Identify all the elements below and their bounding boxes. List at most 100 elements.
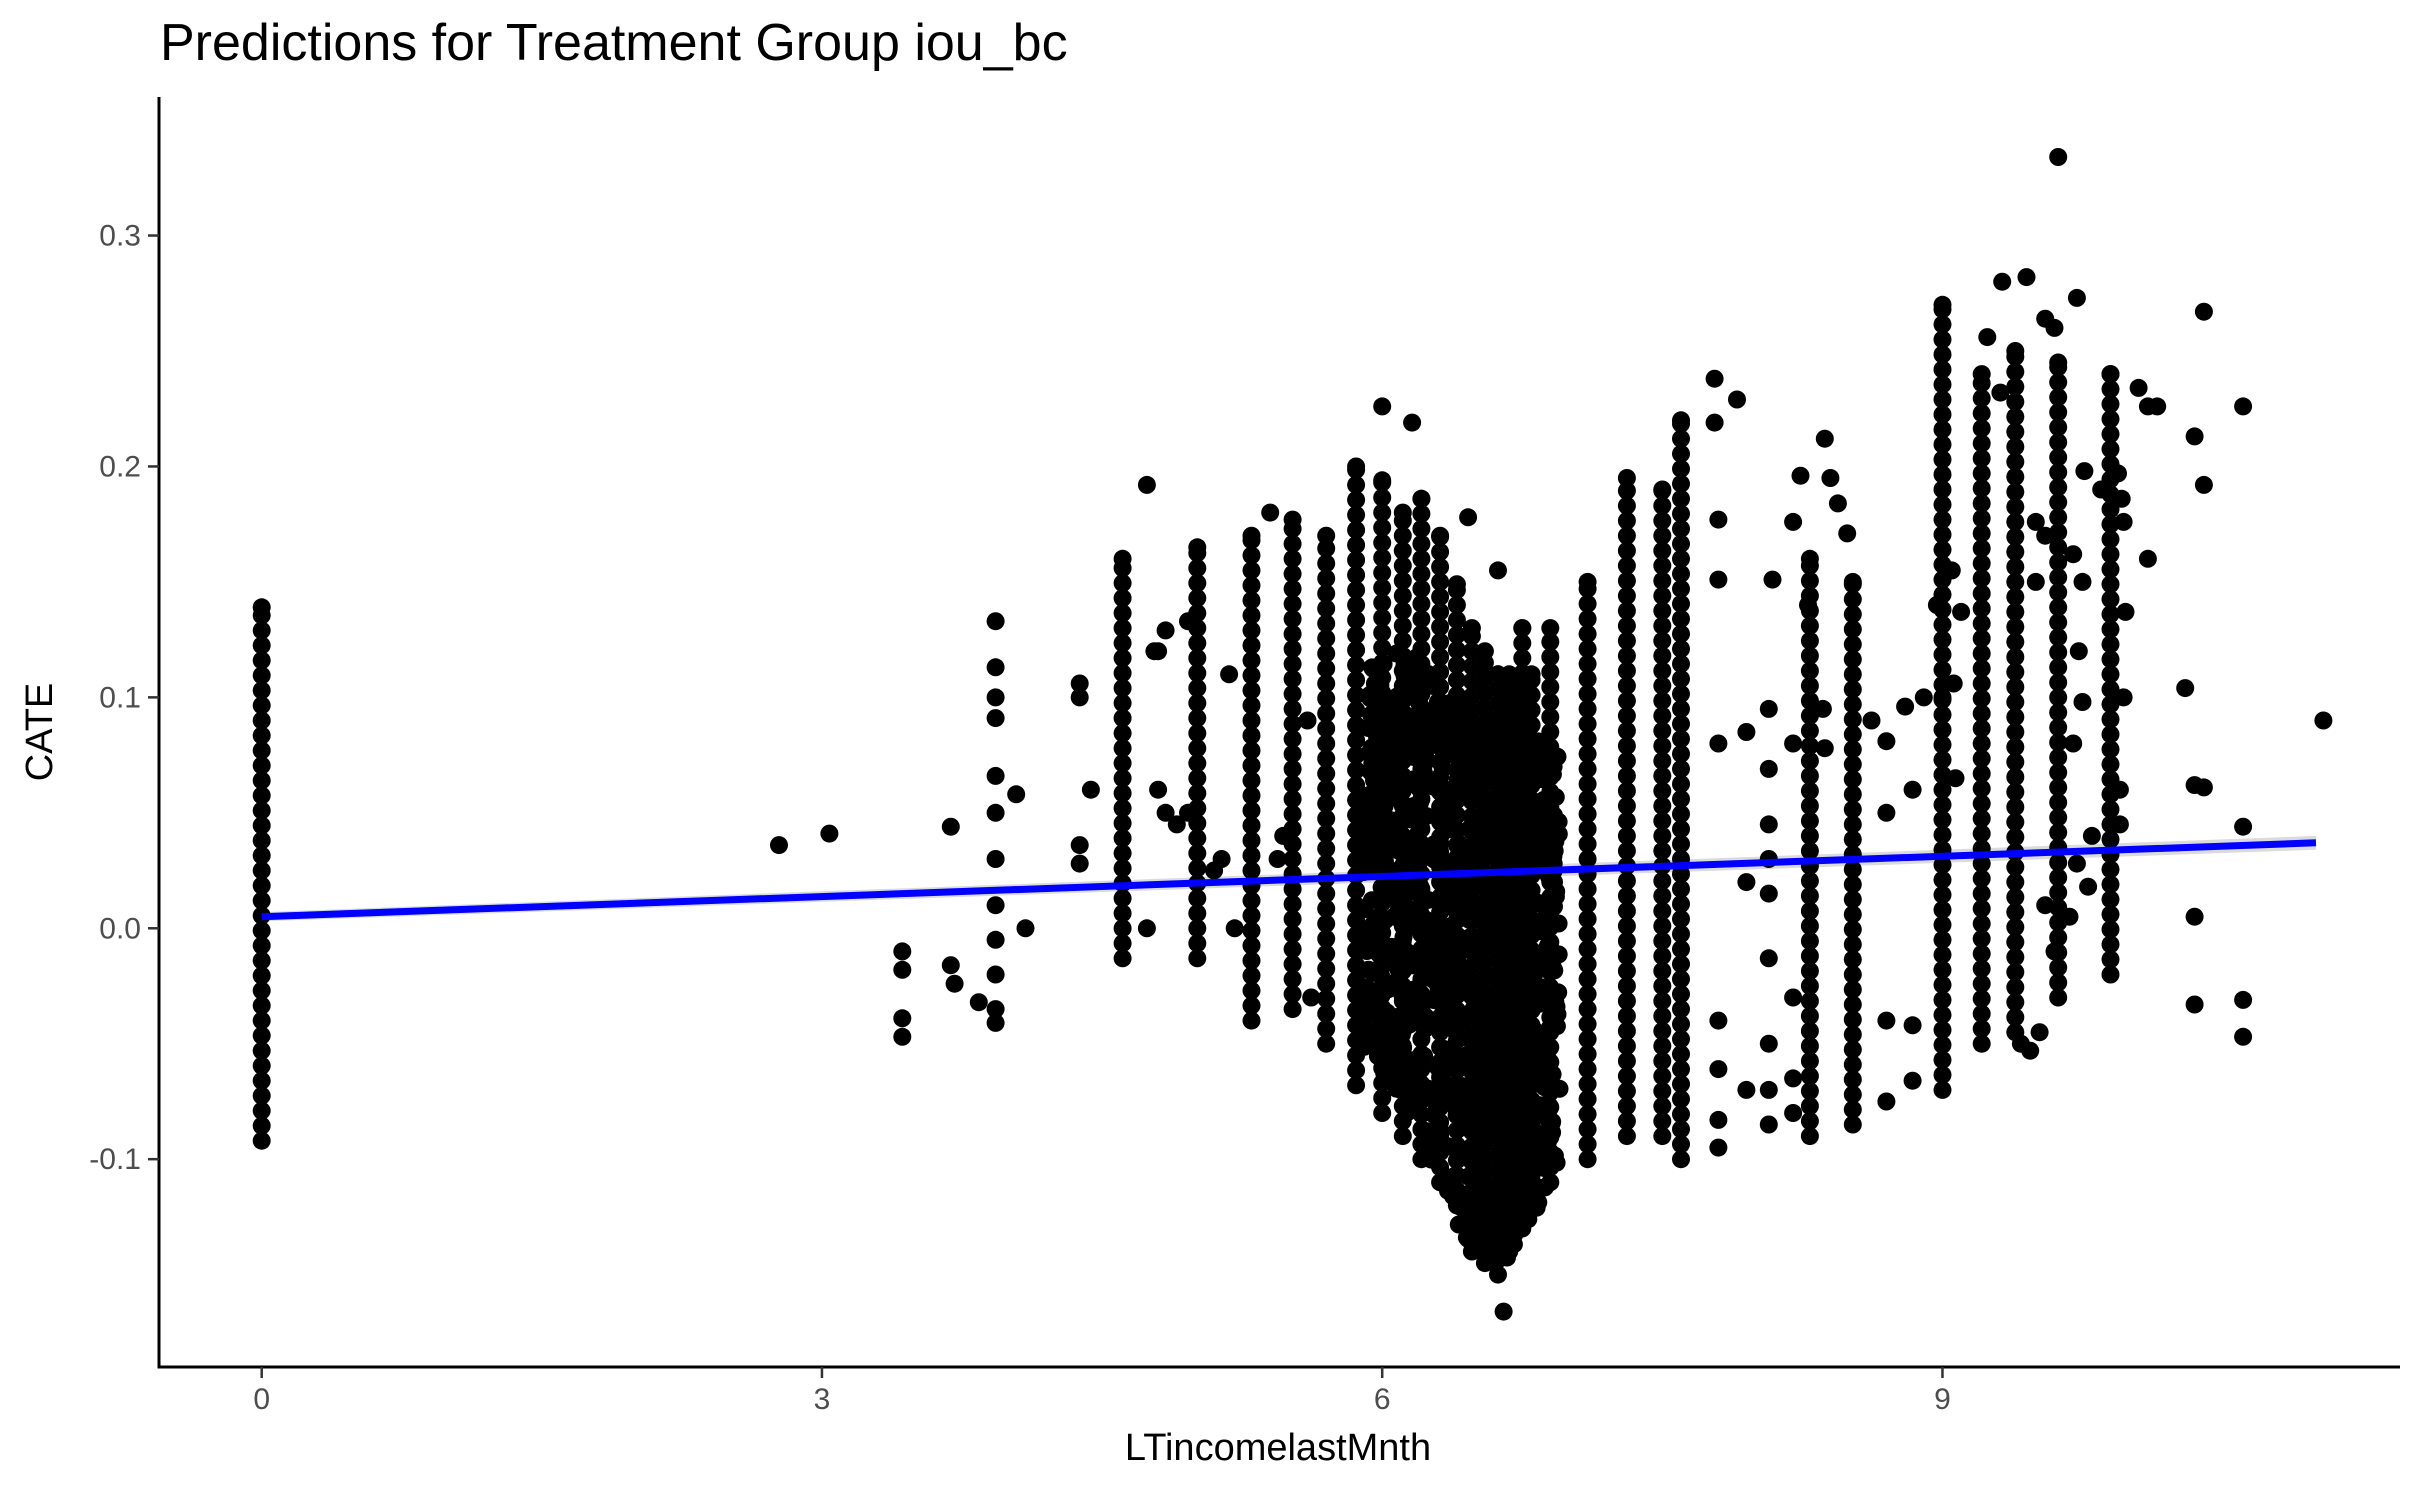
data-point — [1317, 719, 1336, 738]
data-point — [1302, 988, 1321, 1007]
data-point — [1578, 790, 1597, 808]
data-point — [1800, 571, 1819, 590]
data-point — [2006, 963, 2025, 982]
data-point — [969, 993, 988, 1012]
data-point — [1393, 986, 1412, 1005]
data-point — [1933, 1005, 1952, 1024]
data-point — [252, 1041, 271, 1060]
data-point — [1317, 614, 1336, 633]
data-point — [1448, 770, 1467, 789]
data-point — [252, 786, 271, 805]
data-point — [1843, 1100, 1862, 1119]
data-point — [1433, 885, 1452, 904]
data-point — [1399, 1102, 1417, 1121]
data-point — [1188, 889, 1207, 908]
data-point — [1933, 540, 1952, 559]
data-point — [1317, 584, 1336, 603]
data-point — [1481, 809, 1500, 828]
data-point — [1482, 890, 1501, 909]
data-point — [1617, 992, 1636, 1010]
data-point — [1617, 1112, 1636, 1131]
data-point — [1972, 794, 1991, 813]
data-point — [1113, 604, 1132, 623]
data-point — [1800, 841, 1819, 860]
data-point — [252, 816, 271, 835]
data-point — [1800, 691, 1819, 710]
data-point — [1522, 665, 1541, 684]
data-point — [1972, 989, 1991, 1008]
data-point — [1578, 835, 1597, 853]
data-point — [1516, 1189, 1535, 1208]
data-point — [1268, 850, 1287, 868]
data-point — [1347, 536, 1366, 554]
data-point — [1242, 756, 1261, 775]
data-point — [1384, 735, 1402, 754]
data-point — [1537, 756, 1555, 775]
data-point — [1672, 805, 1690, 823]
data-point — [1347, 1076, 1366, 1095]
data-point — [1188, 739, 1207, 758]
data-point — [1933, 660, 1952, 679]
data-point — [1188, 859, 1207, 878]
data-point — [1549, 914, 1568, 933]
data-point — [1933, 360, 1952, 379]
data-point — [1933, 345, 1952, 364]
data-point — [1529, 1178, 1548, 1197]
data-point — [1470, 825, 1489, 844]
data-point — [1242, 606, 1261, 625]
data-point — [1070, 674, 1089, 693]
data-point — [1843, 680, 1862, 699]
data-point — [1972, 824, 1991, 843]
data-point — [1737, 723, 1756, 741]
data-point — [1653, 886, 1672, 905]
data-point — [1877, 1011, 1896, 1030]
data-point — [1800, 962, 1819, 980]
data-point — [1393, 616, 1412, 635]
data-point — [252, 711, 271, 730]
data-point — [1672, 474, 1690, 493]
data-point — [252, 621, 271, 640]
data-point — [1510, 1163, 1529, 1182]
data-point — [986, 1013, 1005, 1032]
data-point — [2101, 605, 2120, 624]
y-tick-label: 0.1 — [99, 681, 141, 714]
data-point — [1972, 674, 1991, 693]
data-point — [2006, 693, 2025, 711]
data-point — [2101, 560, 2120, 579]
data-point — [252, 966, 271, 985]
data-point — [1283, 895, 1302, 913]
data-point — [986, 658, 1005, 677]
data-point — [1447, 1079, 1466, 1098]
data-point — [1617, 1067, 1636, 1086]
data-point — [1653, 751, 1672, 770]
data-point — [1386, 879, 1405, 898]
data-point — [1933, 750, 1952, 769]
data-point — [1242, 681, 1261, 700]
data-point — [1373, 578, 1392, 597]
data-point — [2101, 440, 2120, 459]
data-point — [1617, 571, 1636, 590]
data-point — [1653, 676, 1672, 695]
data-point — [1578, 729, 1597, 748]
data-point — [1843, 1010, 1862, 1029]
data-point — [1317, 689, 1336, 708]
data-point — [1815, 429, 1834, 448]
data-point — [1431, 526, 1450, 545]
data-point — [2006, 602, 2025, 621]
data-point — [1494, 1302, 1513, 1321]
data-point — [2049, 568, 2068, 587]
data-point — [1800, 781, 1819, 800]
x-tick-label: 3 — [814, 1383, 831, 1416]
data-point — [1672, 519, 1690, 538]
data-point — [1283, 729, 1302, 748]
data-point — [1653, 616, 1672, 635]
data-point — [941, 817, 960, 836]
data-point — [1800, 1097, 1819, 1116]
data-point — [1317, 734, 1336, 753]
data-point — [1653, 496, 1672, 515]
data-point — [1460, 712, 1479, 731]
data-point — [1517, 1115, 1536, 1134]
data-point — [1188, 589, 1207, 608]
data-point — [1412, 1105, 1431, 1124]
data-point — [1407, 827, 1426, 846]
